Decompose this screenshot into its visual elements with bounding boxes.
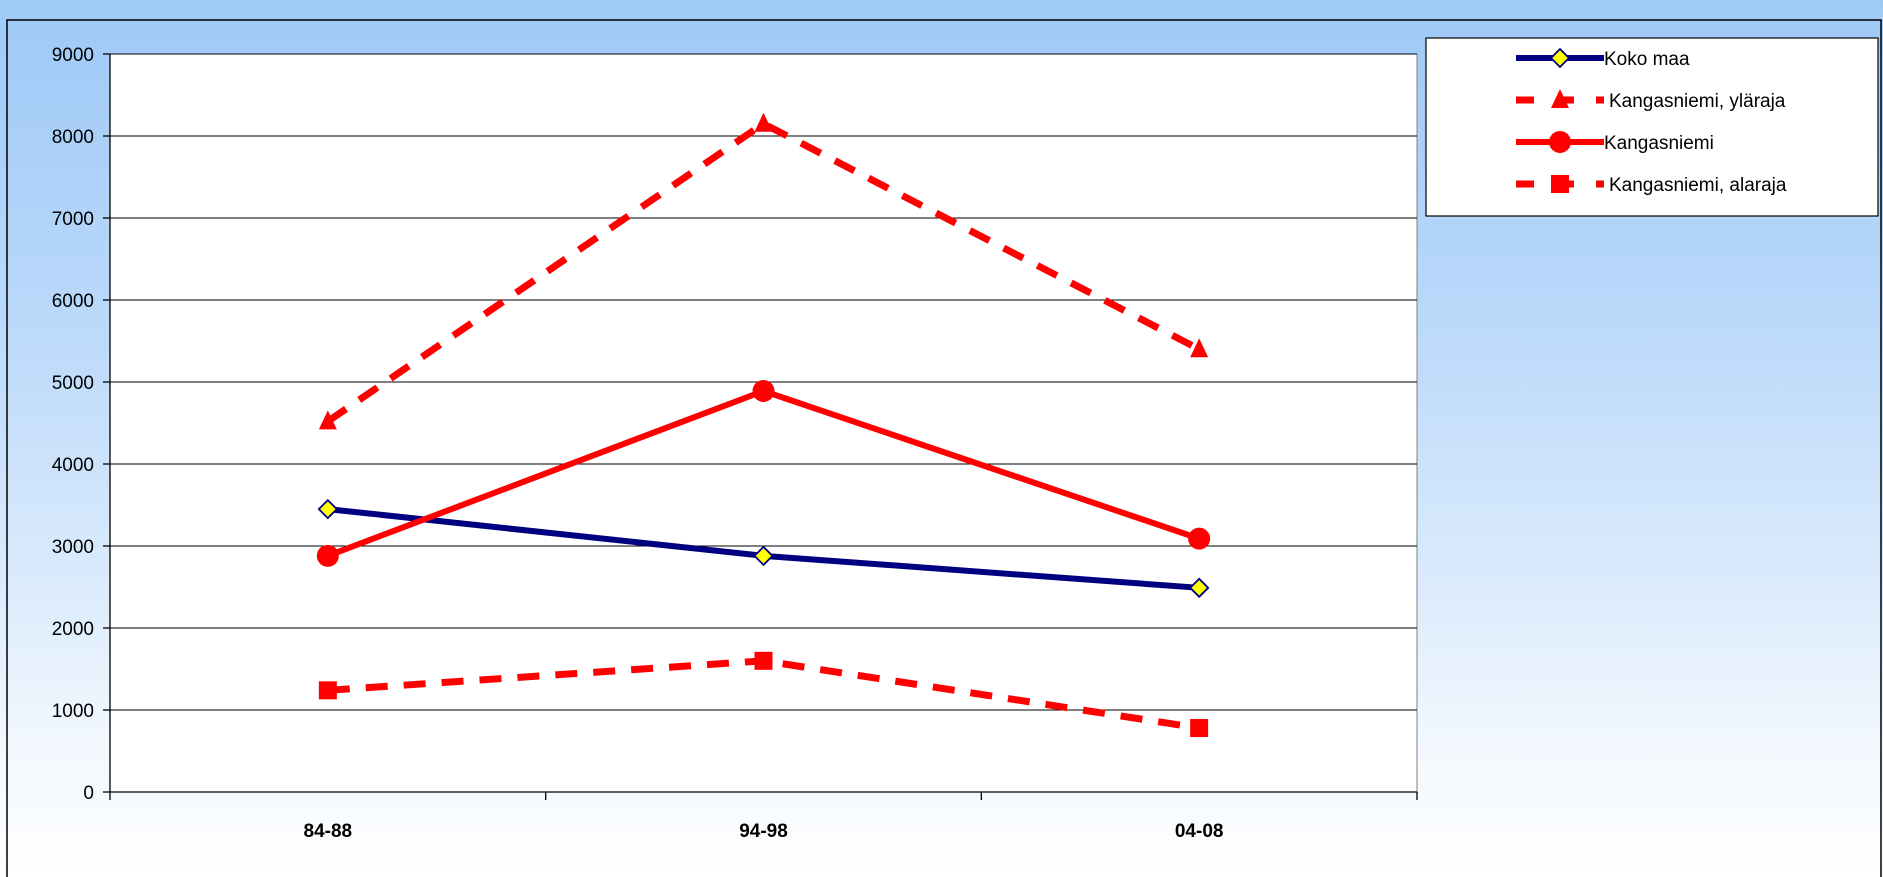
legend-label: Kangasniemi, alaraja xyxy=(1609,175,1787,196)
legend-box xyxy=(1425,37,1879,217)
data-point-diamond xyxy=(753,545,774,567)
y-tick-label: 9000 xyxy=(52,45,94,66)
legend: Koko maa Kangasniemi, yläraja Kangasniemi K… xyxy=(1425,37,1879,217)
y-tick-label: 0 xyxy=(83,783,94,804)
data-point-circle xyxy=(1188,527,1211,550)
series-line-2 xyxy=(325,120,1201,425)
legend-label: Koko maa xyxy=(1604,49,1690,70)
y-tick-label: 4000 xyxy=(52,455,94,476)
x-tick-label: 84-88 xyxy=(304,821,353,842)
chart-area-border xyxy=(6,19,1882,877)
data-point-triangle xyxy=(1190,338,1209,358)
y-tick-label: 7000 xyxy=(52,209,94,230)
legend-marker-square xyxy=(1551,175,1569,193)
x-tick-label: 04-08 xyxy=(1175,821,1224,842)
y-tick-label: 1000 xyxy=(52,701,94,722)
legend-marker-circle xyxy=(1549,131,1571,153)
data-point-triangle xyxy=(754,112,773,132)
legend-label: Kangasniemi xyxy=(1604,133,1714,154)
data-point-diamond xyxy=(1188,577,1210,599)
data-point-triangle xyxy=(318,410,337,430)
y-tick-label: 5000 xyxy=(52,373,94,394)
x-tick-label: 94-98 xyxy=(739,821,788,842)
data-point-diamond xyxy=(317,498,339,520)
series-lines xyxy=(316,112,1211,738)
data-point-square xyxy=(1190,719,1209,738)
axes: 0 1000 2000 3000 4000 5000 6000 7000 8000 9000 84-… xyxy=(52,45,1418,842)
plot-area xyxy=(109,53,1418,793)
y-tick-label: 6000 xyxy=(52,291,94,312)
data-point-square xyxy=(754,651,773,670)
data-point-circle xyxy=(316,544,339,567)
y-tick-label: 3000 xyxy=(52,537,94,558)
y-tick-label: 2000 xyxy=(52,619,94,640)
legend-marker-triangle xyxy=(1551,89,1569,108)
legend-marker-diamond xyxy=(1549,47,1571,69)
y-tick-label: 8000 xyxy=(52,127,94,148)
legend-label: Kangasniemi, yläraja xyxy=(1609,91,1786,112)
data-point-circle xyxy=(752,380,775,403)
data-point-square xyxy=(318,681,337,700)
